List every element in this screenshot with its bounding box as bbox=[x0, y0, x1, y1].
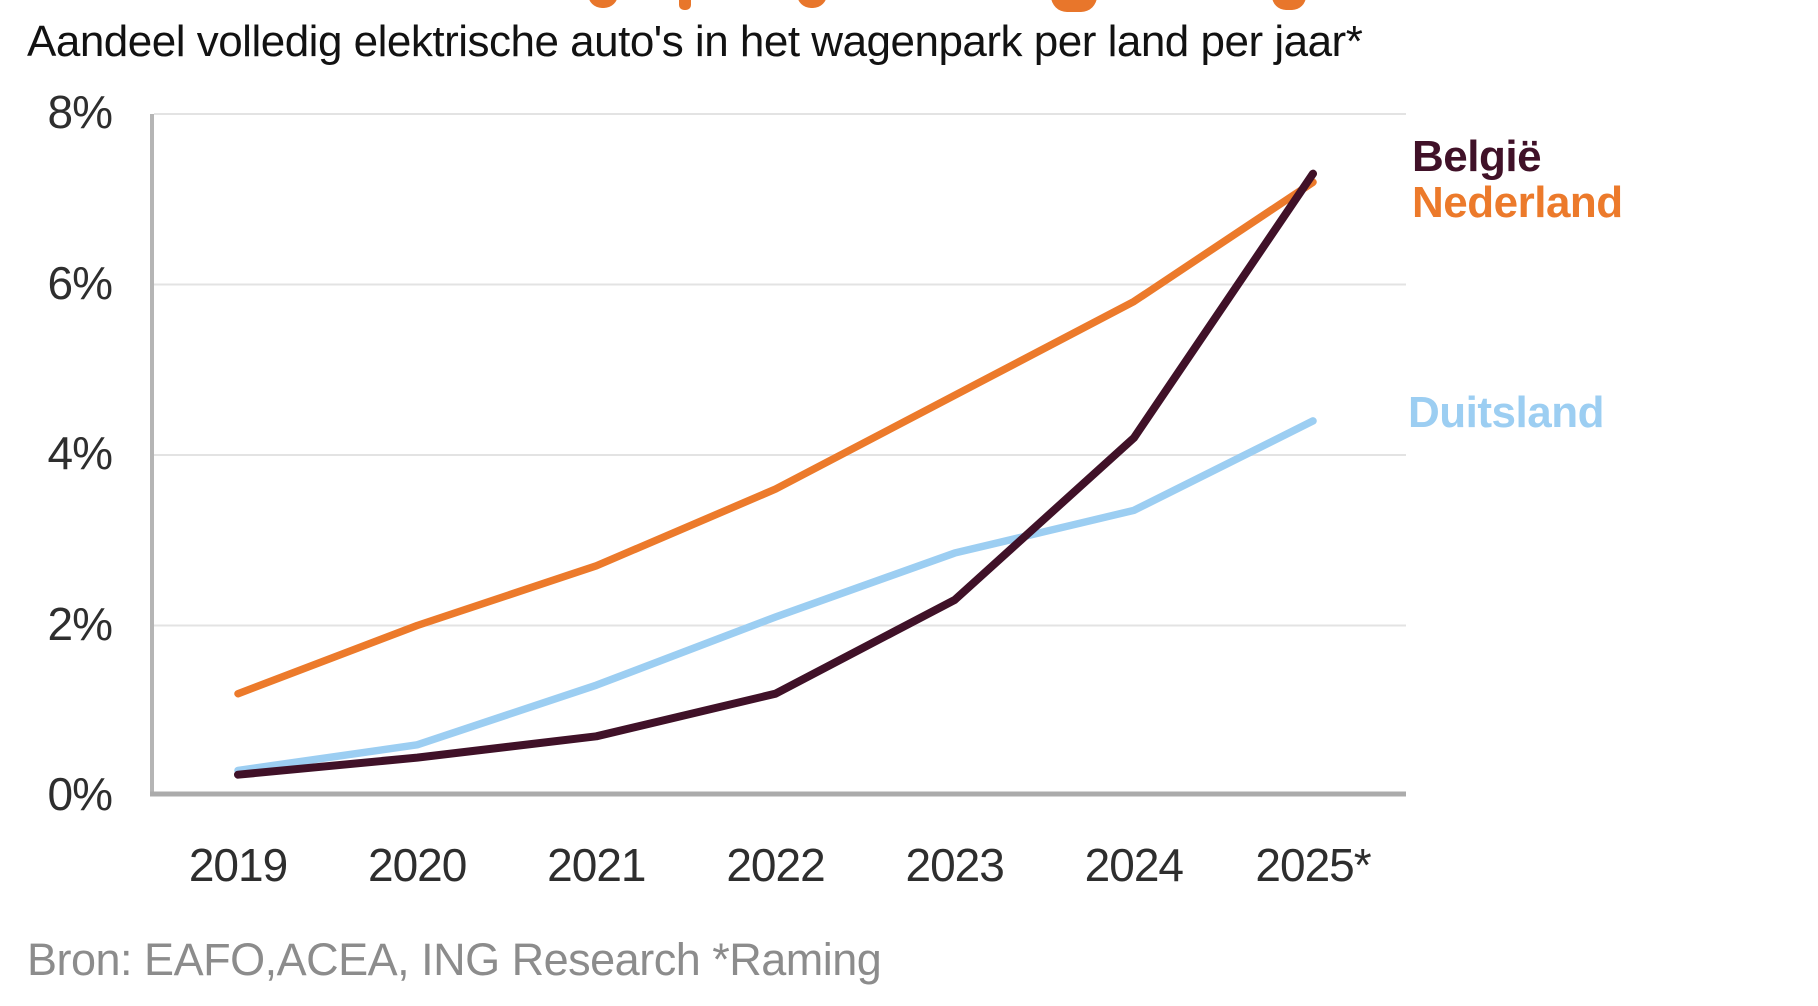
series-line-duitsland bbox=[234, 417, 1317, 775]
legend-label-belgie: België bbox=[1412, 132, 1542, 181]
clipped-title-descender bbox=[679, 0, 691, 10]
y-tick-label: 0% bbox=[47, 768, 113, 820]
legend-label-duitsland: Duitsland bbox=[1408, 388, 1604, 437]
series-line-nederland bbox=[234, 178, 1317, 698]
x-tick-label: 2025* bbox=[1255, 839, 1371, 891]
series-line-belgië bbox=[234, 169, 1318, 779]
y-tick-label: 2% bbox=[47, 597, 113, 650]
x-tick-label: 2024 bbox=[1084, 839, 1184, 891]
y-tick-label: 4% bbox=[47, 427, 113, 479]
x-tick-label: 2022 bbox=[726, 839, 825, 891]
x-tick-label: 2020 bbox=[367, 839, 467, 891]
y-tick-label: 6% bbox=[47, 256, 113, 309]
x-tick-label: 2023 bbox=[905, 839, 1005, 891]
clipped-title-descender bbox=[1272, 0, 1306, 10]
clipped-title-descender bbox=[588, 0, 618, 8]
x-tick-label: 2019 bbox=[188, 839, 288, 891]
source-note: Bron: EAFO,ACEA, ING Research *Raming bbox=[27, 934, 882, 985]
legend-label-nederland: Nederland bbox=[1412, 178, 1623, 227]
clipped-title-descender bbox=[797, 0, 827, 8]
x-tick-label: 2021 bbox=[547, 839, 646, 891]
y-tick-label: 8% bbox=[47, 86, 113, 138]
clipped-title-descender bbox=[1051, 0, 1097, 12]
chart-subtitle: Aandeel volledig elektrische auto's in h… bbox=[27, 17, 1363, 66]
